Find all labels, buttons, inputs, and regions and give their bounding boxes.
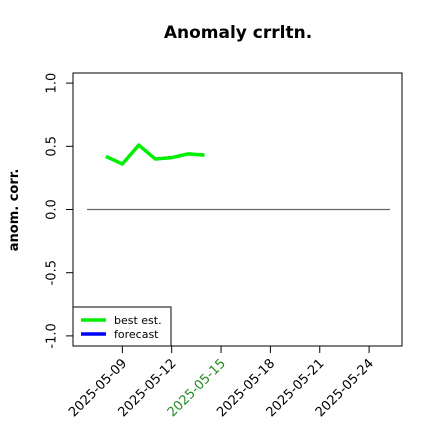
legend-label: best est.: [114, 314, 162, 327]
line-series: [105, 143, 205, 166]
chart-title: Anomaly crrltn.: [164, 23, 312, 43]
y-tick-label: 1.0: [45, 73, 60, 94]
legend-box: [72, 306, 172, 347]
legend: best est.forecast: [72, 306, 172, 347]
y-axis-label: anom. corr.: [7, 169, 22, 252]
y-tick-label: -1.0: [45, 323, 60, 348]
y-tick-label: 0.0: [45, 199, 60, 220]
y-tick-label: -0.5: [45, 260, 60, 285]
legend-label: forecast: [114, 328, 159, 341]
y-tick-label: 0.5: [45, 136, 60, 157]
